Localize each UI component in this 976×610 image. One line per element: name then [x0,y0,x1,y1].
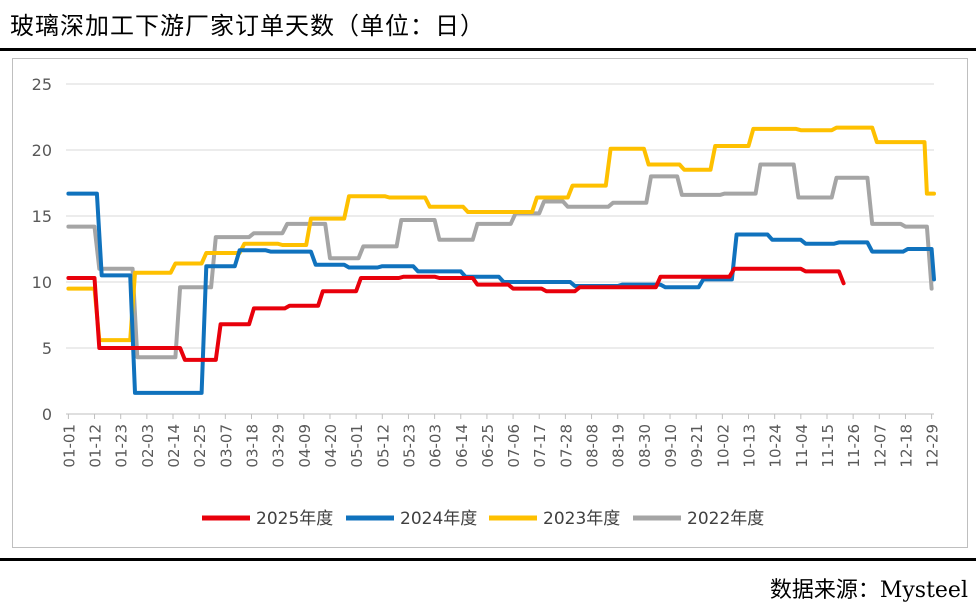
x-tick-label: 06-25 [479,424,497,468]
x-tick-label: 12-29 [924,424,942,468]
legend-label: 2023年度 [543,509,620,529]
x-tick-label: 12-18 [897,424,915,468]
x-tick-label: 11-15 [819,424,837,468]
y-axis-ticks: 0 5 10 15 20 25 [32,75,52,424]
x-tick-label: 02-03 [139,424,157,468]
series-lines [66,125,936,395]
x-tick-label: 10-24 [767,424,785,468]
y-tick-label: 10 [32,273,52,292]
y-tick-label: 5 [42,339,52,358]
title-divider [0,48,976,51]
y-tick-label: 15 [32,207,52,226]
x-tick-label: 11-26 [845,424,863,468]
legend-label: 2022年度 [687,509,764,529]
x-tick-label: 03-29 [270,424,288,468]
x-tick-label: 10-02 [714,424,732,468]
y-tick-label: 20 [32,141,52,160]
x-tick-label: 09-10 [662,424,680,468]
x-tick-label: 04-09 [296,424,314,468]
x-tick-label: 03-18 [243,424,261,468]
x-tick-label: 01-12 [87,424,105,468]
y-tick-label: 0 [42,405,52,424]
x-tick-label: 10-13 [741,424,759,468]
chart-frame [12,58,968,548]
x-tick-label: 01-23 [113,424,131,468]
x-tick-label: 08-30 [636,424,654,468]
legend-label: 2024年度 [400,509,477,529]
x-tick-label: 09-21 [688,424,706,468]
x-tick-label: 07-06 [505,424,523,468]
x-tick-label: 02-14 [165,424,183,468]
x-tick-label: 06-03 [427,424,445,468]
x-tick-label: 06-14 [453,424,471,468]
x-tick-label: 07-28 [557,424,575,468]
x-tick-label: 05-01 [348,424,366,468]
x-tick-label: 08-08 [584,424,602,468]
grid-lines [66,83,934,415]
x-tick-label: 01-01 [60,424,78,468]
chart-title: 玻璃深加工下游厂家订单天数（单位：日） [10,12,485,40]
source-divider [0,558,976,561]
source-note: 数据来源：Mysteel [769,578,968,603]
series-line-2023年度 [66,125,936,343]
series-line-2025年度 [66,266,846,362]
legend: 2025年度 2024年度 2023年度 2022年度 [202,509,764,529]
x-tick-label: 05-12 [374,424,392,468]
x-tick-label: 03-07 [217,424,235,468]
legend-label: 2025年度 [256,509,333,529]
x-tick-label: 04-20 [322,424,340,468]
x-tick-label: 07-17 [531,424,549,468]
x-tick-label: 02-25 [191,424,209,468]
x-axis-ticks: 01-01 01-12 01-23 02-03 02-14 02-25 03-07 03-18… [60,414,942,468]
series-line-2024年度 [66,191,936,395]
series-line-2022年度 [66,162,934,360]
x-tick-label: 11-04 [793,424,811,468]
y-tick-label: 25 [32,75,52,94]
x-tick-label: 12-07 [871,424,889,468]
x-tick-label: 05-23 [400,424,418,468]
x-tick-label: 08-19 [610,424,628,468]
